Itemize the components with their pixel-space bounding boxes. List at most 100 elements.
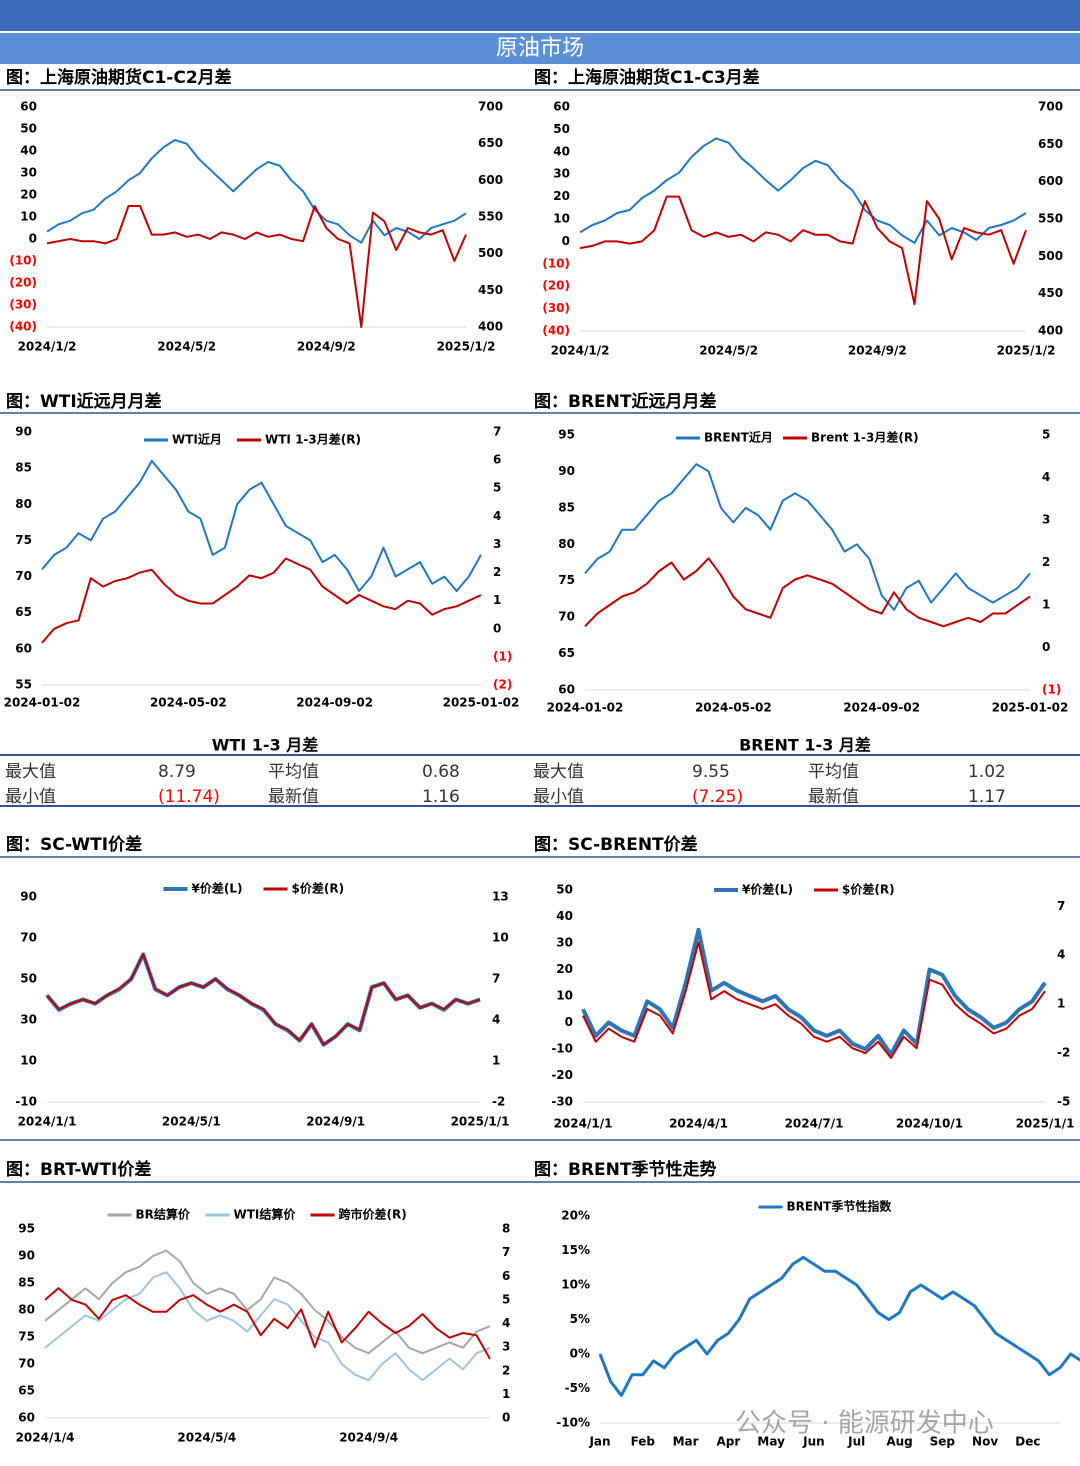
y2-tick-label: 4 xyxy=(502,1316,510,1330)
legend-label: 跨市价差(R) xyxy=(339,1207,407,1222)
stat-cell: 1.02 xyxy=(968,762,1006,782)
y-tick-label: 20 xyxy=(553,189,570,203)
series-line xyxy=(582,941,1046,1059)
y-tick-label: 20 xyxy=(556,962,573,976)
header-title: 原油市场 xyxy=(496,36,584,61)
y2-tick-label: 3 xyxy=(493,537,501,551)
stat-cell: 最小值 xyxy=(5,787,56,807)
y2-tick-label: 0 xyxy=(493,621,501,635)
y2-tick-label: 10 xyxy=(492,931,509,945)
x-tick-label: 2024/1/4 xyxy=(16,1431,75,1445)
y2-tick-label: 2 xyxy=(493,565,501,579)
x-tick-label: 2024/9/1 xyxy=(306,1115,365,1129)
y-tick-label: (30) xyxy=(542,301,570,315)
stat-cell: 最新值 xyxy=(268,787,319,807)
y2-tick-label: 7 xyxy=(492,972,500,986)
stat-cell: 平均值 xyxy=(808,762,859,782)
header-band xyxy=(0,33,1080,64)
stat-cell: 最小值 xyxy=(533,787,584,807)
y2-tick-label: -2 xyxy=(1057,1046,1070,1060)
y2-tick-label: 5 xyxy=(502,1292,510,1306)
y-tick-label: 65 xyxy=(18,1384,35,1398)
y2-tick-label: 450 xyxy=(478,283,503,297)
x-tick-label: 2025-01-02 xyxy=(992,701,1069,715)
y-tick-label: 60 xyxy=(18,1411,35,1425)
x-tick-label: Sep xyxy=(930,1435,956,1449)
x-tick-label: 2025/1/2 xyxy=(997,344,1056,358)
series-line xyxy=(45,952,481,1047)
stat-cell: (11.74) xyxy=(158,787,220,807)
y-tick-label: 90 xyxy=(20,890,37,904)
y-tick-label: 40 xyxy=(20,144,37,158)
stat-title: WTI 1-3 月差 xyxy=(212,736,319,755)
y-tick-label: (30) xyxy=(9,298,37,312)
stat-cell: 最大值 xyxy=(5,762,56,782)
stat-cell: (7.25) xyxy=(692,787,743,807)
x-tick-label: Apr xyxy=(716,1435,740,1449)
x-tick-label: 2024/9/2 xyxy=(297,340,356,354)
x-tick-label: 2024-05-02 xyxy=(695,701,772,715)
y-tick-label: 60 xyxy=(20,100,37,114)
series-line xyxy=(584,557,1031,628)
legend-label: $价差(R) xyxy=(292,881,345,896)
y-tick-label: 30 xyxy=(20,166,37,180)
y2-tick-label: 1 xyxy=(1042,598,1050,612)
chart-title: 图：上海原油期货C1-C3月差 xyxy=(534,67,760,88)
y2-tick-label: (1) xyxy=(493,649,512,663)
y-tick-label: 85 xyxy=(15,461,32,475)
y-tick-label: 95 xyxy=(18,1222,35,1236)
y-tick-label: 90 xyxy=(15,425,32,439)
y2-tick-label: 400 xyxy=(478,320,503,334)
x-tick-label: 2024/5/2 xyxy=(699,344,758,358)
y-tick-label: 0 xyxy=(562,234,570,248)
y-tick-label: 0 xyxy=(565,1015,573,1029)
y-tick-label: -20 xyxy=(551,1068,573,1082)
y-tick-label: (20) xyxy=(542,279,570,293)
series-line xyxy=(579,195,1027,306)
x-tick-label: 2024/5/1 xyxy=(162,1115,221,1129)
y-tick-label: (10) xyxy=(542,256,570,270)
x-tick-label: 2024/1/2 xyxy=(18,340,77,354)
y-tick-label: -10% xyxy=(556,1416,590,1430)
x-tick-label: 2025/1/2 xyxy=(437,340,496,354)
x-tick-label: 2024/10/1 xyxy=(896,1117,963,1131)
y-tick-label: (40) xyxy=(9,320,37,334)
x-tick-label: 2024/5/4 xyxy=(177,1431,236,1445)
series-line xyxy=(46,139,467,244)
x-tick-label: 2024-01-02 xyxy=(4,696,81,710)
y2-tick-label: 1 xyxy=(1057,997,1065,1011)
y2-tick-label: 650 xyxy=(478,136,503,150)
y-tick-label: 40 xyxy=(553,144,570,158)
chart-title: 图：SC-BRENT价差 xyxy=(534,834,698,855)
y-tick-label: 55 xyxy=(15,678,32,692)
y2-tick-label: 5 xyxy=(1042,428,1050,442)
x-tick-label: 2024-01-02 xyxy=(547,701,624,715)
series-line xyxy=(46,205,467,328)
y2-tick-label: 4 xyxy=(493,509,501,523)
y-tick-label: -10 xyxy=(15,1095,37,1109)
y2-tick-label: 13 xyxy=(492,890,509,904)
y-tick-label: -5% xyxy=(565,1381,590,1395)
y-tick-label: 5% xyxy=(570,1312,590,1326)
x-tick-label: Jul xyxy=(847,1435,865,1449)
chart-title: 图：BRENT季节性走势 xyxy=(534,1159,716,1180)
y-tick-label: 80 xyxy=(15,497,32,511)
y2-tick-label: 600 xyxy=(1038,174,1063,188)
x-tick-label: Nov xyxy=(972,1435,998,1449)
x-tick-label: 2024/9/4 xyxy=(339,1431,398,1445)
y-tick-label: -10 xyxy=(551,1042,573,1056)
chart-title: 图：上海原油期货C1-C2月差 xyxy=(6,67,232,88)
x-tick-label: Dec xyxy=(1015,1435,1040,1449)
y-tick-label: 0% xyxy=(570,1347,590,1361)
y2-tick-label: 500 xyxy=(1038,249,1063,263)
y2-tick-label: 4 xyxy=(492,1013,500,1027)
y-tick-label: 75 xyxy=(15,533,32,547)
y2-tick-label: 2 xyxy=(502,1363,510,1377)
legend-label: BR结算价 xyxy=(136,1207,191,1222)
stat-cell: 最新值 xyxy=(808,787,859,807)
y2-tick-label: 6 xyxy=(493,453,501,467)
legend-label: WTI近月 xyxy=(172,432,222,447)
y-tick-label: 70 xyxy=(18,1357,35,1371)
y2-tick-label: 4 xyxy=(1042,470,1050,484)
